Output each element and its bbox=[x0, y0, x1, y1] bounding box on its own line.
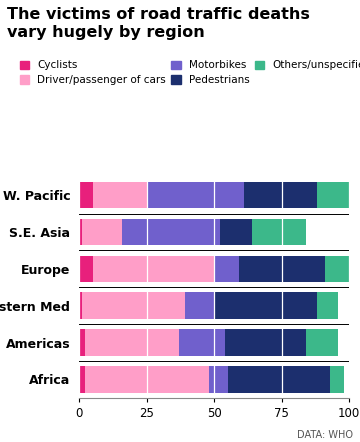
Bar bbox=[220, 219, 252, 245]
Bar bbox=[147, 182, 244, 209]
Bar bbox=[214, 255, 238, 282]
Bar bbox=[306, 329, 338, 356]
Bar bbox=[79, 182, 93, 209]
Bar bbox=[209, 366, 228, 392]
Bar bbox=[122, 219, 220, 245]
Bar bbox=[244, 182, 317, 209]
Bar bbox=[85, 329, 179, 356]
Bar bbox=[82, 219, 122, 245]
Bar bbox=[228, 366, 330, 392]
Bar bbox=[82, 293, 185, 319]
Bar bbox=[214, 293, 317, 319]
Bar bbox=[252, 219, 306, 245]
Bar bbox=[225, 329, 306, 356]
Text: DATA: WHO: DATA: WHO bbox=[297, 430, 353, 440]
Bar bbox=[93, 255, 214, 282]
Bar bbox=[330, 366, 344, 392]
Bar bbox=[317, 293, 338, 319]
Bar bbox=[93, 182, 147, 209]
Bar bbox=[79, 366, 85, 392]
Bar bbox=[325, 255, 349, 282]
Bar bbox=[179, 329, 225, 356]
Bar bbox=[185, 293, 214, 319]
Bar bbox=[238, 255, 325, 282]
Bar bbox=[85, 366, 209, 392]
Bar bbox=[79, 255, 93, 282]
Bar bbox=[79, 329, 85, 356]
Legend: Cyclists, Driver/passenger of cars, Motorbikes, Pedestrians, Others/unspecified: Cyclists, Driver/passenger of cars, Moto… bbox=[19, 61, 360, 85]
Text: The victims of road traffic deaths
vary hugely by region: The victims of road traffic deaths vary … bbox=[7, 7, 310, 40]
Bar bbox=[79, 219, 82, 245]
Bar bbox=[79, 293, 82, 319]
Bar bbox=[317, 182, 349, 209]
